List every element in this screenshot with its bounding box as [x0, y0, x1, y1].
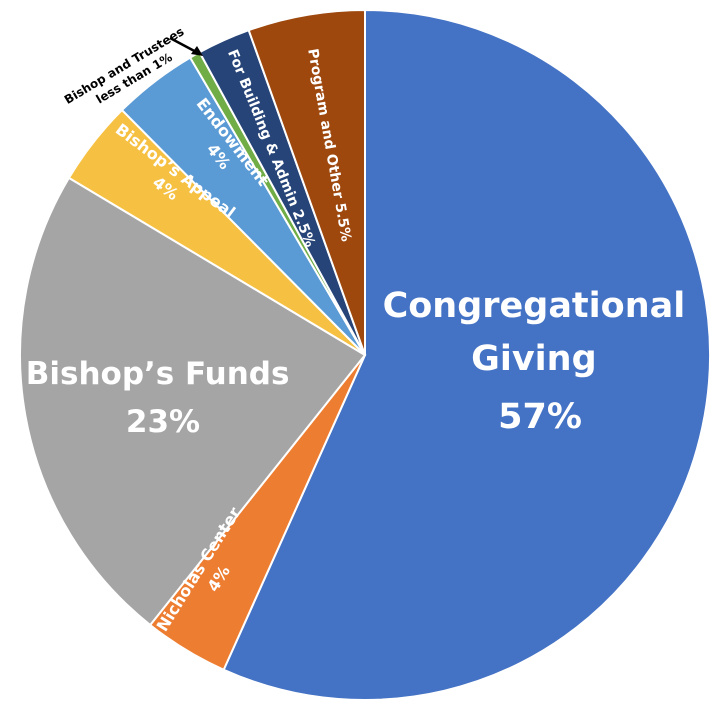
label-bishops-funds: Bishop’s Funds 23% [26, 356, 301, 440]
label-congregational-giving: Congregational Giving 57% [383, 286, 698, 437]
pie-slice-bishop-s-funds [19, 176, 367, 627]
pie-slice-program-and-other-5-5 [247, 8, 366, 356]
callout-arrowhead [191, 46, 203, 56]
pie-slices [19, 8, 711, 701]
pie-slice-congregational [222, 8, 711, 701]
